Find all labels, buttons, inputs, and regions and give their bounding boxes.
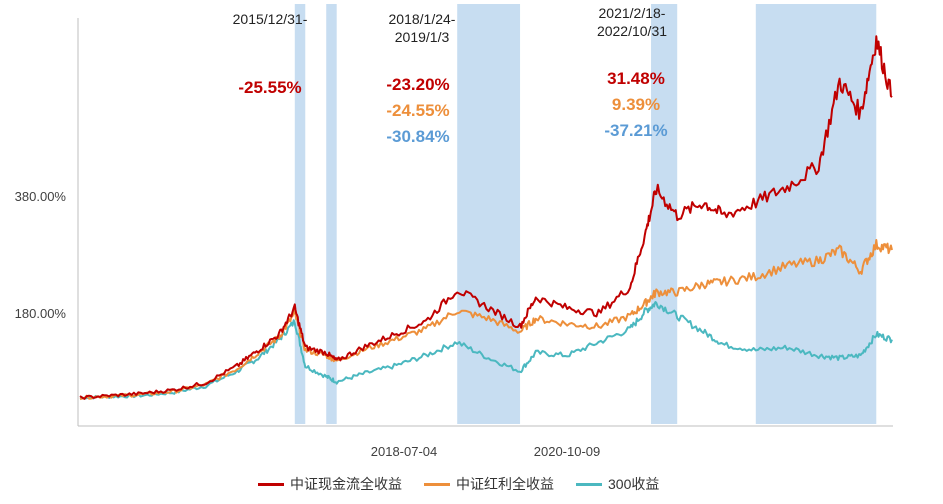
- annotation-value: -24.55%: [386, 101, 449, 120]
- chart-area: 180.00% 380.00% 2018-07-04 2020-10-09 20…: [15, 4, 893, 459]
- legend: 中证现金流全收益 中证红利全收益 300收益: [258, 474, 659, 494]
- legend-swatch: [576, 482, 602, 486]
- annotation-period: 2018/1/24-: [389, 11, 456, 27]
- axes: [77, 18, 893, 427]
- legend-swatch: [424, 482, 450, 486]
- shaded-periods: [294, 4, 877, 424]
- y-tick-label: 380.00%: [15, 189, 67, 204]
- legend-item: 中证现金流全收益: [258, 474, 402, 494]
- x-tick-label: 2020-10-09: [534, 444, 601, 459]
- annotation-value: -25.55%: [238, 78, 301, 97]
- annotation-period: 2019/1/3: [395, 29, 450, 45]
- shaded-period: [651, 4, 678, 424]
- series-line: [79, 35, 893, 400]
- series-line: [79, 301, 893, 400]
- legend-item: 中证红利全收益: [424, 474, 554, 494]
- annotation-value: -30.84%: [386, 127, 449, 146]
- legend-swatch: [258, 482, 284, 486]
- series-line: [79, 239, 893, 401]
- y-tick-labels: 180.00% 380.00%: [15, 189, 67, 321]
- annotation-value: -23.20%: [386, 75, 449, 94]
- annotation-value: -37.21%: [604, 121, 667, 140]
- shaded-period: [457, 4, 521, 424]
- x-tick-label: 2018-07-04: [371, 444, 438, 459]
- annotation-period: 2015/12/31-: [233, 11, 308, 27]
- legend-item: 300收益: [576, 474, 659, 494]
- legend-label: 300收益: [608, 476, 660, 492]
- x-tick-labels: 2018-07-04 2020-10-09: [371, 444, 601, 459]
- annotation-period: 2022/10/31: [597, 23, 667, 39]
- series-lines: [79, 35, 893, 401]
- annotations: 2018/1/24- 2019/1/3 -23.20% -24.55% -30.84% 2…: [233, 5, 668, 146]
- y-tick-label: 180.00%: [15, 306, 67, 321]
- annotation-value: 9.39%: [612, 95, 660, 114]
- legend-label: 中证现金流全收益: [290, 476, 402, 492]
- legend-label: 中证红利全收益: [456, 476, 554, 492]
- annotation-period: 2021/2/18-: [599, 5, 666, 21]
- shaded-period: [326, 4, 337, 424]
- shaded-period: [294, 4, 306, 424]
- annotation-value: 31.48%: [607, 69, 665, 88]
- shaded-period: [755, 4, 877, 424]
